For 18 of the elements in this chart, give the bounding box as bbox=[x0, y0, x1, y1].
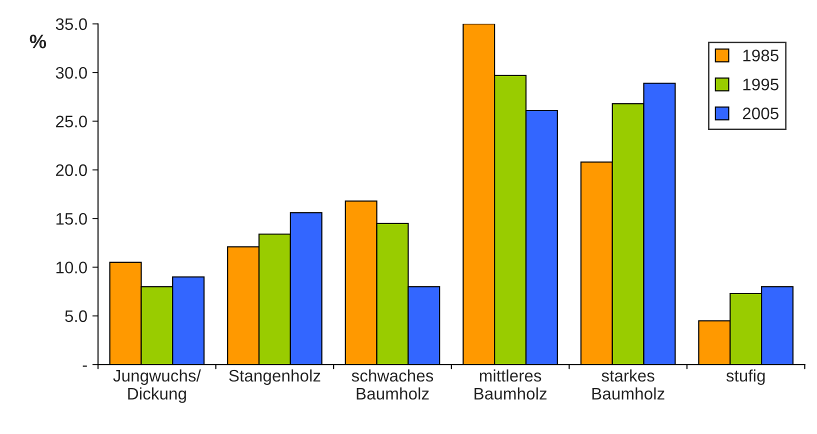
x-tick-label: stufig bbox=[726, 369, 765, 385]
y-tick-label: 5.0 bbox=[65, 310, 87, 322]
y-tick-label: 25.0 bbox=[56, 116, 87, 128]
y-axis-title: % bbox=[30, 34, 46, 48]
y-tick-label: - bbox=[82, 366, 87, 367]
legend-label: 1985 bbox=[743, 50, 778, 62]
x-tick-label: Stangenholz bbox=[229, 369, 320, 385]
x-tick-label: starkes Baumholz bbox=[592, 369, 664, 400]
legend-label: 2005 bbox=[742, 108, 778, 120]
y-tick-label: 10.0 bbox=[56, 262, 87, 274]
x-tick-label: Jungwuchs/ Dickung bbox=[113, 369, 201, 403]
y-tick-label: 30.0 bbox=[56, 66, 87, 79]
x-tick-label: mittleres Baumholz bbox=[474, 369, 547, 400]
y-tick-label: 20.0 bbox=[56, 164, 87, 176]
legend-label: 1995 bbox=[743, 78, 778, 90]
y-tick-label: 15.0 bbox=[56, 212, 87, 225]
x-tick-label: schwaches Baumholz bbox=[352, 369, 434, 400]
y-tick-label: 35.0 bbox=[56, 18, 87, 30]
